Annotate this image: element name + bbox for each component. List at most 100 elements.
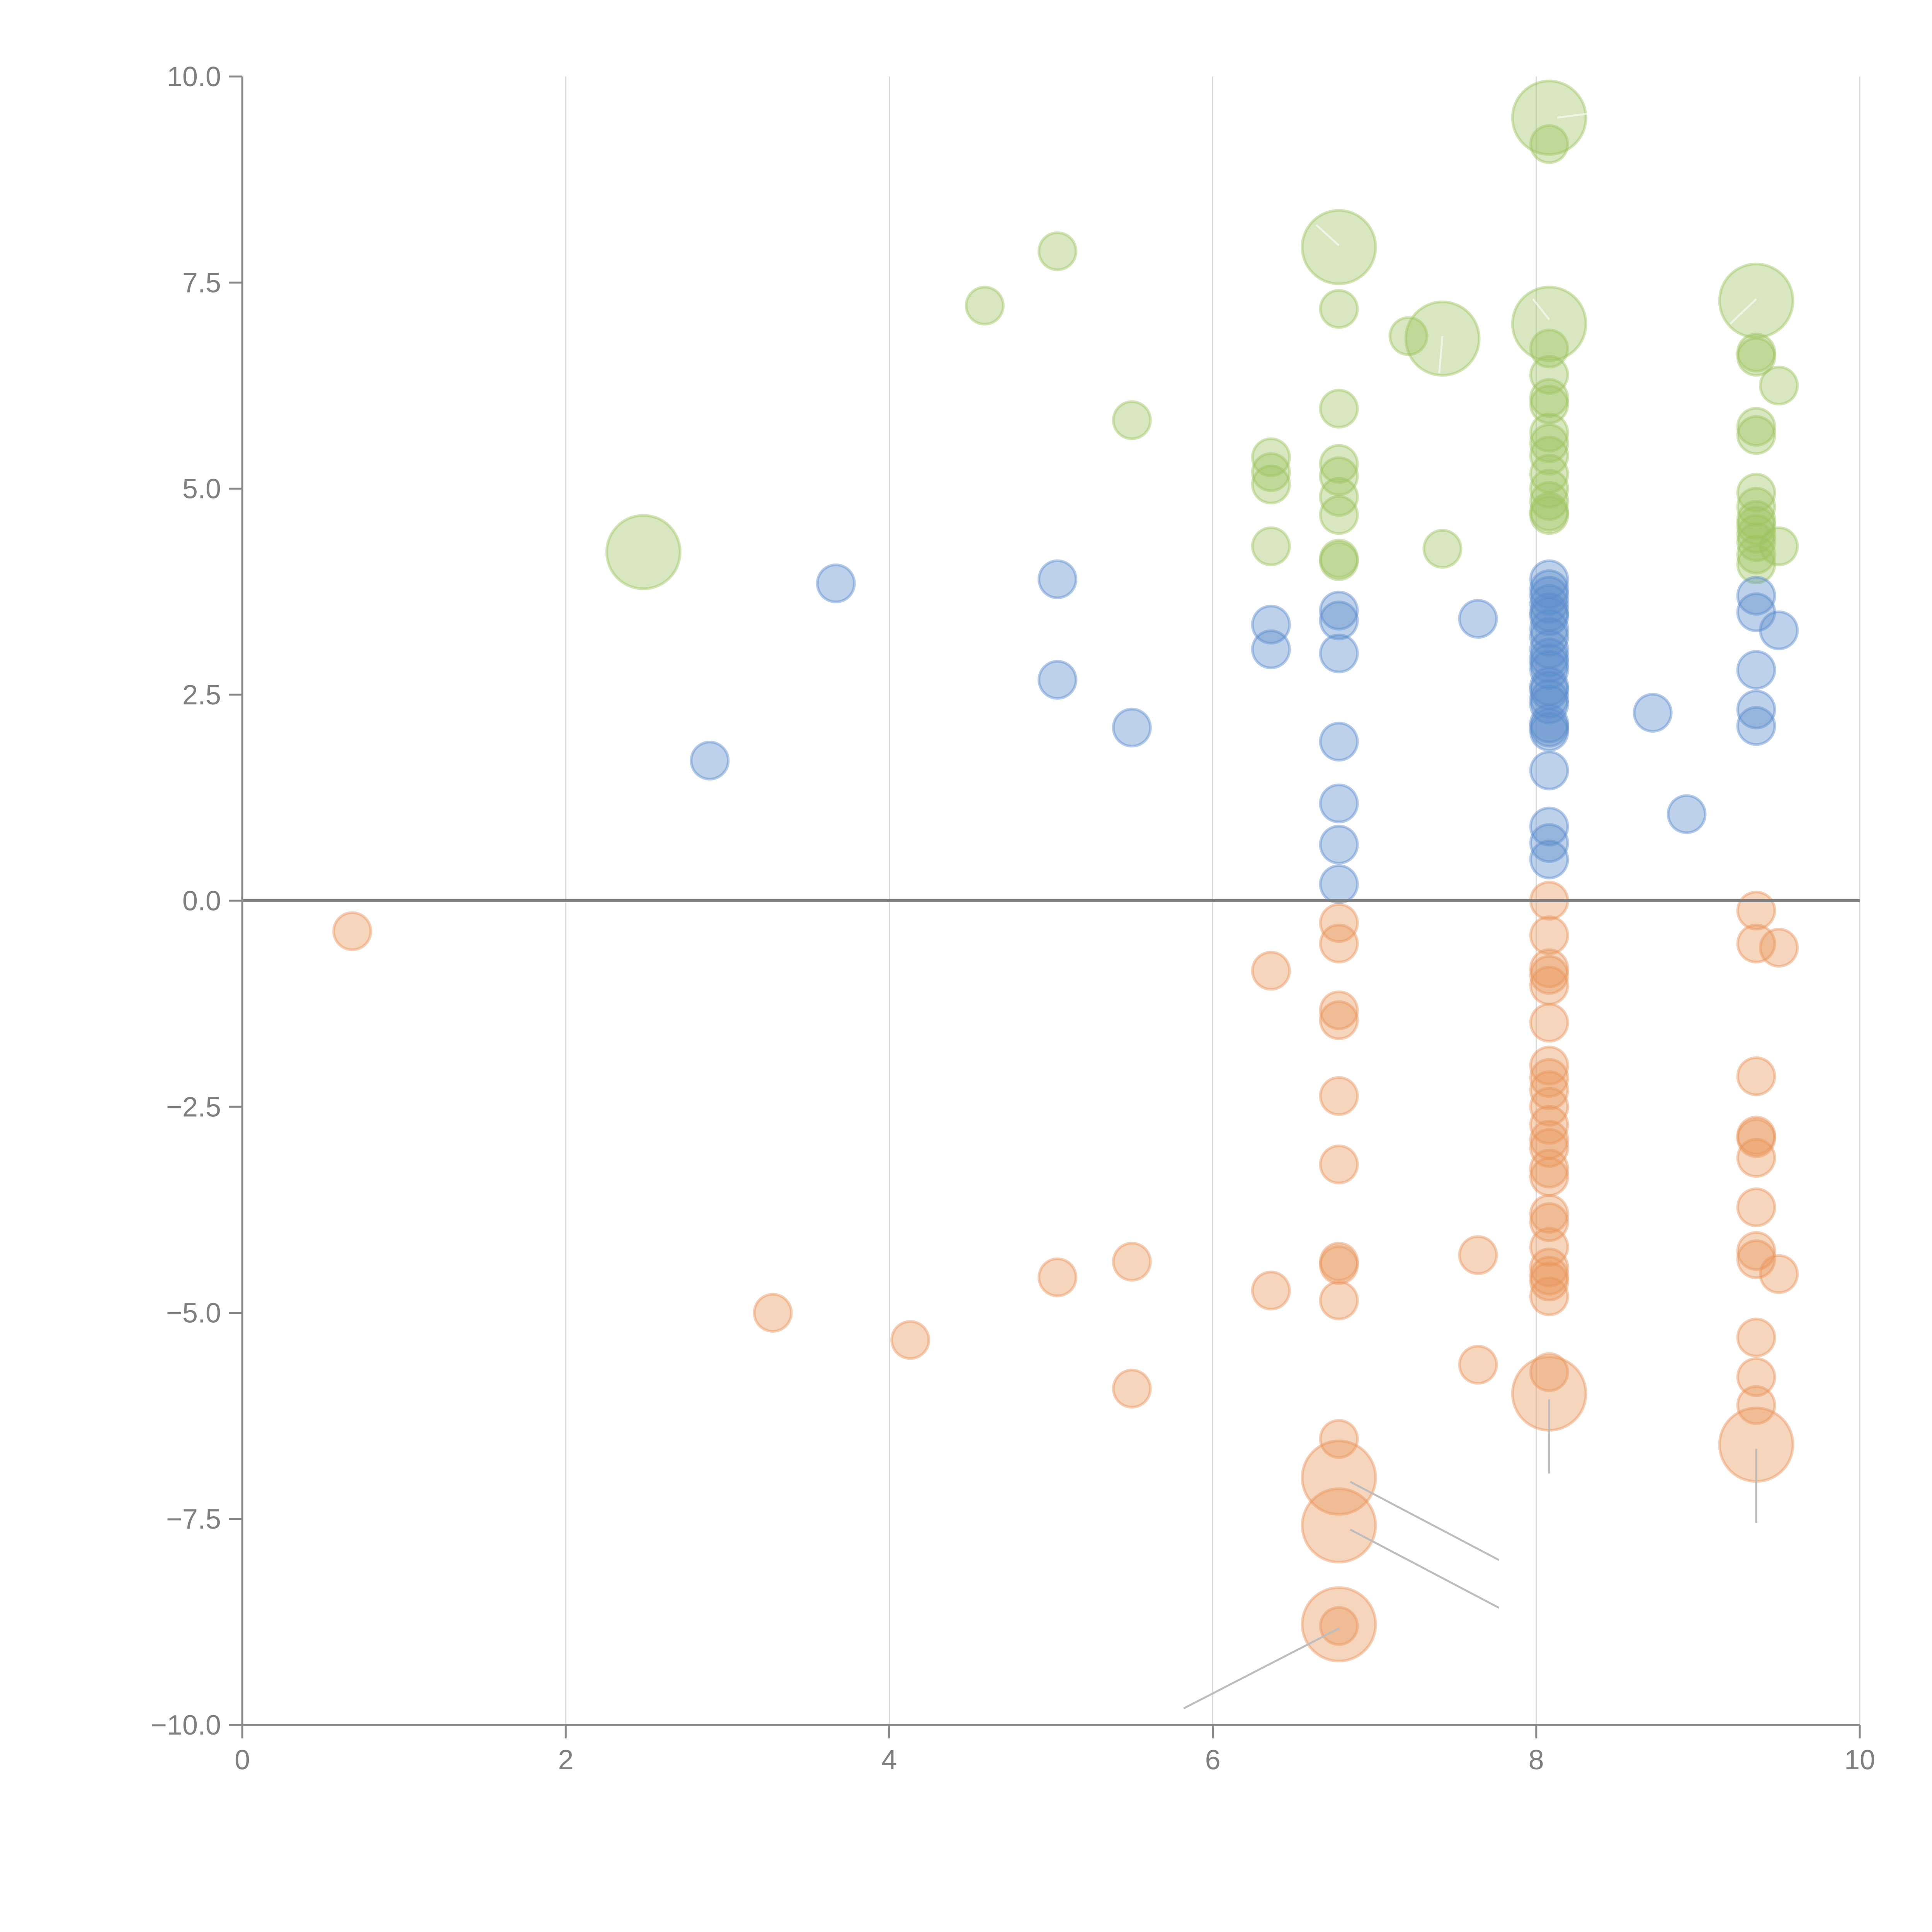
data-point-green[interactable] [1251, 464, 1291, 505]
data-point-green[interactable] [1112, 400, 1152, 440]
data-point-orange[interactable] [1529, 915, 1569, 956]
data-point-orange[interactable] [1529, 1087, 1569, 1127]
data-point-green[interactable] [1736, 522, 1776, 562]
data-point-orange[interactable] [1736, 1385, 1776, 1425]
data-point-orange[interactable] [1529, 1256, 1569, 1296]
data-point-orange[interactable] [1529, 1003, 1569, 1043]
data-point-blue[interactable] [1529, 750, 1569, 791]
data-point-orange[interactable] [1529, 1227, 1569, 1267]
data-point-green[interactable] [1736, 333, 1776, 373]
data-point-orange[interactable] [1319, 1242, 1359, 1282]
data-point-blue[interactable] [1529, 707, 1569, 748]
data-point-green[interactable] [1037, 231, 1078, 271]
data-point-green[interactable] [1529, 412, 1569, 452]
data-point-blue[interactable] [1251, 629, 1291, 669]
data-point-blue[interactable] [1736, 592, 1776, 632]
data-point-orange[interactable] [1529, 1247, 1569, 1287]
data-point-blue[interactable] [1319, 633, 1359, 673]
data-point-orange[interactable] [1736, 1118, 1776, 1158]
data-point-blue[interactable] [1529, 609, 1569, 649]
data-point-orange[interactable] [1736, 1231, 1776, 1271]
data-point-green[interactable] [1301, 209, 1377, 286]
data-point-orange[interactable] [1529, 1352, 1569, 1392]
data-point-green[interactable] [1251, 437, 1291, 477]
data-point-orange[interactable] [1319, 903, 1359, 943]
data-point-blue[interactable] [1529, 643, 1569, 684]
data-point-green[interactable] [1736, 500, 1776, 540]
data-point-blue[interactable] [1529, 559, 1569, 599]
data-point-orange[interactable] [1458, 1235, 1498, 1275]
data-point-blue[interactable] [1037, 660, 1078, 700]
data-point-orange[interactable] [1529, 966, 1569, 1006]
data-point-green[interactable] [1736, 534, 1776, 575]
data-point-blue[interactable] [1529, 576, 1569, 616]
data-point-orange[interactable] [1529, 1261, 1569, 1301]
data-point-green[interactable] [1422, 529, 1463, 569]
data-point-green[interactable] [1251, 452, 1291, 492]
data-point-green[interactable] [1319, 541, 1359, 581]
data-point-green[interactable] [1511, 286, 1587, 362]
data-point-blue[interactable] [1319, 864, 1359, 904]
data-point-orange[interactable] [1319, 1281, 1359, 1321]
data-point-orange[interactable] [1251, 1270, 1291, 1311]
data-point-orange[interactable] [1736, 1187, 1776, 1227]
data-point-green[interactable] [1319, 495, 1359, 535]
data-point-orange[interactable] [1319, 1076, 1359, 1116]
data-point-blue[interactable] [1319, 590, 1359, 631]
data-point-blue[interactable] [1529, 679, 1569, 719]
data-point-blue[interactable] [1529, 839, 1569, 879]
data-point-orange[interactable] [1529, 1058, 1569, 1098]
data-point-blue[interactable] [1319, 721, 1359, 762]
data-point-green[interactable] [1736, 407, 1776, 447]
data-point-blue[interactable] [1529, 569, 1569, 609]
data-point-orange[interactable] [1319, 1000, 1359, 1040]
data-point-orange[interactable] [1529, 955, 1569, 995]
data-point-blue[interactable] [1529, 684, 1569, 724]
data-point-blue[interactable] [1736, 689, 1776, 730]
data-point-orange[interactable] [1529, 1148, 1569, 1189]
data-point-orange[interactable] [1736, 1138, 1776, 1178]
data-point-green[interactable] [605, 514, 682, 590]
data-point-orange[interactable] [1529, 1157, 1569, 1197]
data-point-orange[interactable] [1529, 1105, 1569, 1145]
data-point-orange[interactable] [1529, 1046, 1569, 1086]
data-point-orange[interactable] [1319, 1245, 1359, 1285]
data-point-green[interactable] [1529, 124, 1569, 164]
data-point-green[interactable] [1736, 486, 1776, 527]
data-point-orange[interactable] [1736, 1056, 1776, 1096]
data-point-blue[interactable] [1251, 604, 1291, 645]
data-point-orange[interactable] [1301, 1487, 1377, 1564]
data-point-green[interactable] [1736, 337, 1776, 377]
data-point-orange[interactable] [1529, 1070, 1569, 1111]
data-point-green[interactable] [1511, 80, 1587, 156]
data-point-orange[interactable] [1529, 1120, 1569, 1160]
data-point-blue[interactable] [690, 740, 730, 781]
data-point-orange[interactable] [890, 1320, 930, 1360]
data-point-blue[interactable] [1529, 638, 1569, 678]
data-point-orange[interactable] [1529, 948, 1569, 988]
data-point-green[interactable] [1529, 384, 1569, 425]
data-point-orange[interactable] [1458, 1345, 1498, 1385]
data-point-blue[interactable] [1529, 584, 1569, 624]
data-point-green[interactable] [1736, 544, 1776, 585]
data-point-green[interactable] [1529, 481, 1569, 521]
data-point-orange[interactable] [753, 1293, 793, 1333]
data-point-green[interactable] [1319, 477, 1359, 517]
data-point-green[interactable] [1736, 514, 1776, 554]
data-point-green[interactable] [1718, 262, 1794, 339]
data-point-blue[interactable] [1529, 629, 1569, 669]
data-point-blue[interactable] [816, 563, 856, 604]
data-point-orange[interactable] [1319, 923, 1359, 964]
data-point-green[interactable] [1529, 378, 1569, 418]
data-point-green[interactable] [1319, 456, 1359, 497]
data-point-blue[interactable] [1736, 650, 1776, 690]
data-point-green[interactable] [1759, 526, 1799, 566]
data-point-orange[interactable] [1759, 1254, 1799, 1294]
data-point-green[interactable] [1529, 328, 1569, 369]
data-point-orange[interactable] [1736, 1116, 1776, 1156]
data-point-orange[interactable] [1319, 990, 1359, 1031]
data-point-blue[interactable] [1529, 703, 1569, 743]
data-point-orange[interactable] [1759, 928, 1799, 968]
data-point-orange[interactable] [1529, 1128, 1569, 1168]
data-point-blue[interactable] [1458, 599, 1498, 639]
